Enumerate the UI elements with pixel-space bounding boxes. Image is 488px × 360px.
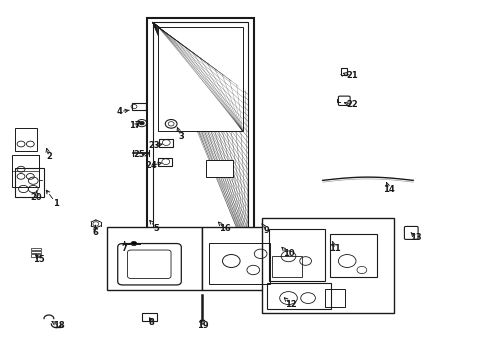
Bar bbox=[267, 283, 330, 309]
Bar bbox=[340, 68, 346, 75]
Text: 9: 9 bbox=[263, 226, 269, 235]
Bar bbox=[159, 139, 172, 147]
Bar bbox=[15, 128, 37, 151]
Text: 8: 8 bbox=[148, 318, 154, 327]
Text: 5: 5 bbox=[153, 224, 159, 233]
Bar bbox=[205, 160, 232, 177]
Text: 21: 21 bbox=[346, 71, 357, 80]
Circle shape bbox=[131, 241, 137, 246]
FancyBboxPatch shape bbox=[127, 250, 171, 279]
Text: 6: 6 bbox=[92, 228, 98, 237]
Bar bbox=[142, 313, 157, 321]
Text: 22: 22 bbox=[346, 100, 357, 109]
Text: 12: 12 bbox=[285, 300, 296, 309]
Text: 25: 25 bbox=[133, 150, 145, 159]
Text: 16: 16 bbox=[219, 224, 230, 233]
Bar bbox=[146, 18, 254, 263]
Text: 14: 14 bbox=[382, 184, 394, 194]
Text: 23: 23 bbox=[148, 141, 160, 150]
Text: 10: 10 bbox=[282, 249, 294, 258]
Text: 17: 17 bbox=[128, 122, 140, 130]
Bar bbox=[152, 22, 248, 258]
Text: 1: 1 bbox=[53, 199, 59, 208]
Bar bbox=[158, 27, 242, 131]
Bar bbox=[325, 289, 344, 307]
Bar bbox=[12, 155, 39, 187]
Bar bbox=[31, 254, 41, 257]
Text: 13: 13 bbox=[409, 233, 421, 242]
Bar bbox=[31, 248, 41, 250]
Text: 3: 3 bbox=[178, 132, 183, 141]
Bar bbox=[31, 251, 41, 253]
Text: 2: 2 bbox=[46, 152, 52, 161]
Bar bbox=[272, 256, 301, 277]
Bar bbox=[132, 103, 145, 110]
Bar bbox=[158, 158, 172, 166]
Text: 19: 19 bbox=[197, 321, 208, 330]
Bar bbox=[209, 243, 270, 284]
Text: 18: 18 bbox=[53, 321, 64, 330]
Bar bbox=[106, 227, 202, 290]
Bar bbox=[158, 27, 242, 131]
Bar bbox=[15, 168, 44, 197]
Text: 7: 7 bbox=[122, 244, 127, 253]
Text: 24: 24 bbox=[145, 161, 157, 170]
Bar bbox=[329, 234, 376, 277]
Text: 15: 15 bbox=[33, 255, 45, 264]
Text: 20: 20 bbox=[31, 194, 42, 202]
Bar bbox=[261, 218, 393, 313]
Text: 11: 11 bbox=[328, 244, 340, 253]
Bar bbox=[202, 227, 277, 290]
Text: 4: 4 bbox=[117, 107, 122, 116]
Bar bbox=[268, 229, 325, 281]
Circle shape bbox=[139, 121, 144, 125]
